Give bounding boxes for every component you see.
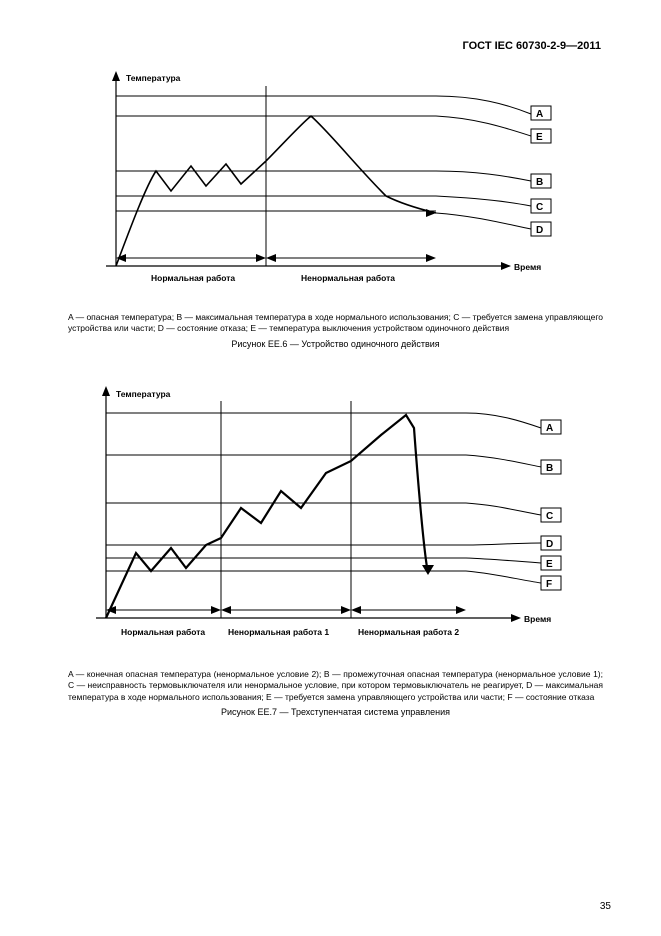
leaders bbox=[436, 96, 531, 229]
svg-text:B: B bbox=[536, 177, 543, 188]
level-lines bbox=[116, 96, 436, 211]
chart-ee7-caption: Рисунок EE.7 — Трехступенчатая система у… bbox=[60, 707, 611, 717]
chart-ee7: Температура Время bbox=[60, 383, 611, 663]
svg-text:E: E bbox=[536, 132, 543, 143]
region-normal: Нормальная работа bbox=[121, 627, 205, 637]
region-abnormal-1: Ненормальная работа 1 bbox=[228, 627, 329, 637]
svg-text:B: B bbox=[546, 463, 553, 474]
signal-curve bbox=[116, 116, 436, 266]
document-page: ГОСТ IEC 60730-2-9—2011 Температура Врем… bbox=[0, 0, 661, 936]
y-axis-label: Температура bbox=[126, 73, 181, 83]
y-axis-label: Температура bbox=[116, 389, 171, 399]
page-number: 35 bbox=[600, 901, 611, 912]
chart-ee6-svg: Температура Время bbox=[76, 66, 596, 306]
svg-text:A: A bbox=[546, 423, 553, 434]
range-arrows bbox=[116, 254, 436, 262]
signal-curve bbox=[106, 415, 428, 618]
region-abnormal-2: Ненормальная работа 2 bbox=[358, 627, 459, 637]
document-header: ГОСТ IEC 60730-2-9—2011 bbox=[60, 40, 611, 52]
chart-ee7-legend: A — конечная опасная температура (ненорм… bbox=[60, 669, 611, 703]
label-boxes: A B C D E F bbox=[541, 420, 561, 590]
label-boxes: A E B C D bbox=[531, 106, 551, 236]
chart-ee7-svg: Температура Время bbox=[66, 383, 606, 663]
chart-ee6-legend: A — опасная температура; B — максимальна… bbox=[60, 312, 611, 335]
region-abnormal: Ненормальная работа bbox=[301, 273, 395, 283]
svg-text:C: C bbox=[536, 202, 543, 213]
svg-text:D: D bbox=[536, 225, 543, 236]
level-lines bbox=[106, 413, 466, 571]
svg-text:E: E bbox=[546, 559, 553, 570]
chart-ee6-caption: Рисунок EE.6 — Устройство одиночного дей… bbox=[60, 339, 611, 349]
region-normal: Нормальная работа bbox=[151, 273, 235, 283]
svg-text:F: F bbox=[546, 579, 552, 590]
leaders bbox=[466, 413, 541, 583]
x-axis-label: Время bbox=[514, 262, 541, 272]
svg-text:A: A bbox=[536, 109, 543, 120]
range-arrows bbox=[106, 606, 466, 614]
chart-ee6: Температура Время bbox=[60, 66, 611, 306]
svg-text:C: C bbox=[546, 511, 553, 522]
svg-text:D: D bbox=[546, 539, 553, 550]
x-axis-label: Время bbox=[524, 614, 551, 624]
